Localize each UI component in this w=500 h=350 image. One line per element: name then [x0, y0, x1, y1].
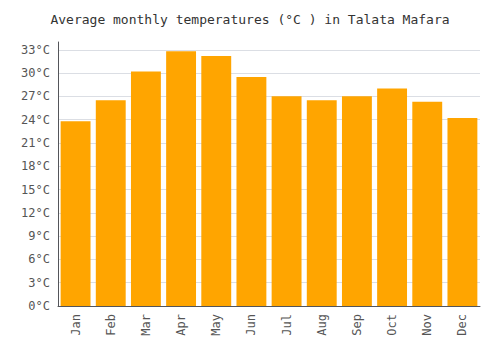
svg-text:21°C: 21°C — [21, 136, 50, 150]
svg-text:27°C: 27°C — [21, 89, 50, 103]
svg-text:Sep: Sep — [350, 314, 364, 336]
svg-text:Oct: Oct — [385, 314, 399, 336]
svg-text:Jun: Jun — [244, 314, 258, 336]
svg-text:30°C: 30°C — [21, 66, 50, 80]
svg-text:6°C: 6°C — [28, 252, 50, 266]
svg-text:15°C: 15°C — [21, 183, 50, 197]
svg-text:Jan: Jan — [69, 314, 83, 336]
svg-text:24°C: 24°C — [21, 113, 50, 127]
svg-text:Aug: Aug — [315, 314, 329, 336]
svg-text:Jul: Jul — [280, 314, 294, 336]
svg-text:12°C: 12°C — [21, 206, 50, 220]
svg-text:0°C: 0°C — [28, 299, 50, 313]
svg-text:Nov: Nov — [420, 314, 434, 336]
svg-text:May: May — [209, 314, 223, 336]
svg-text:18°C: 18°C — [21, 159, 50, 173]
svg-text:Dec: Dec — [455, 314, 469, 336]
svg-text:3°C: 3°C — [28, 276, 50, 290]
svg-text:33°C: 33°C — [21, 43, 50, 57]
svg-text:Average monthly temperatures (: Average monthly temperatures (°C ) in Ta… — [50, 12, 449, 27]
svg-text:Mar: Mar — [139, 314, 153, 336]
svg-text:Apr: Apr — [174, 314, 188, 336]
svg-text:9°C: 9°C — [28, 229, 50, 243]
svg-text:Feb: Feb — [104, 314, 118, 336]
